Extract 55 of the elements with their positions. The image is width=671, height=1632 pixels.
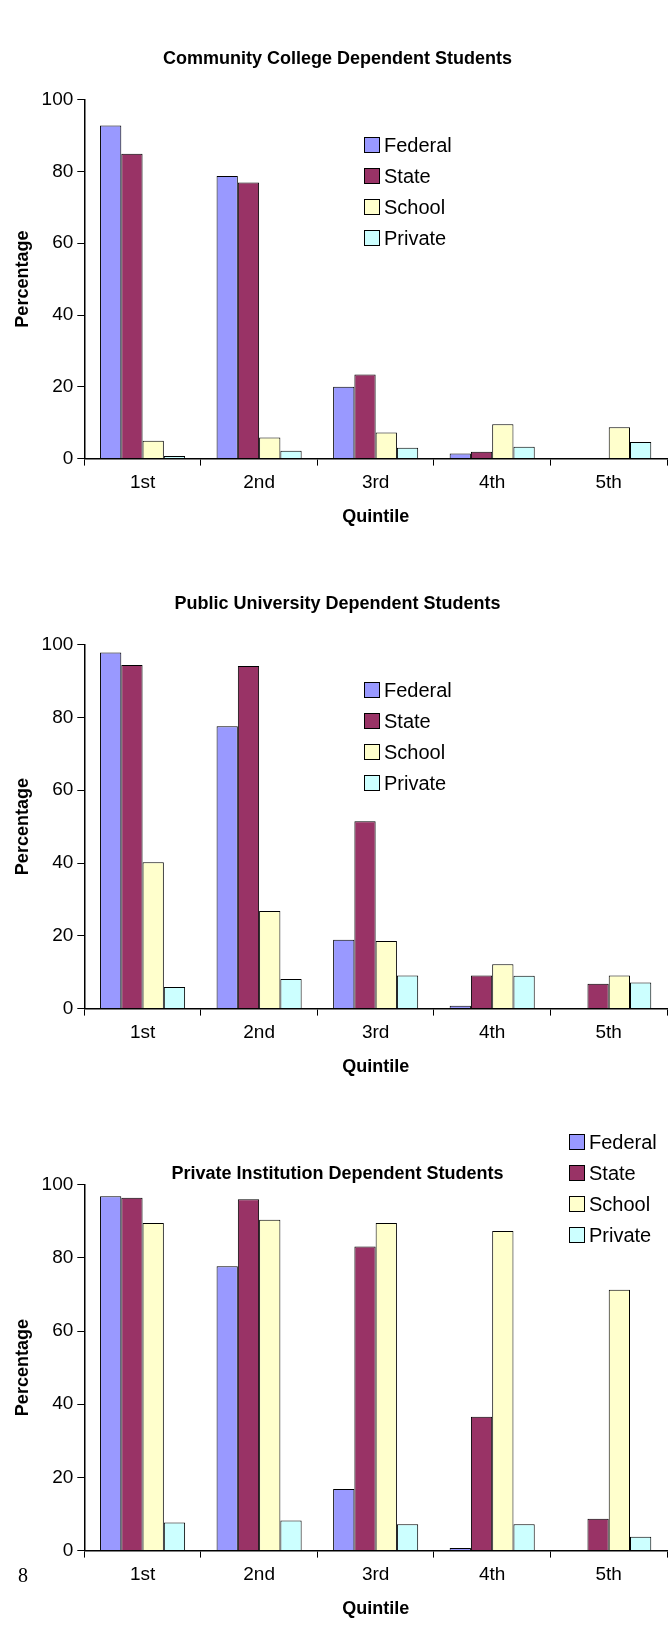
y-tick-label: 40 <box>52 303 74 325</box>
x-tick-label: 5th <box>595 1021 622 1043</box>
x-tick-label: 5th <box>595 471 622 493</box>
legend-label: Private <box>588 1222 653 1248</box>
x-tick-label: 2nd <box>243 471 275 493</box>
y-tick-label: 80 <box>52 705 74 727</box>
chart-title: Private Institution Dependent Students <box>171 1162 504 1183</box>
x-axis-title: Quintile <box>342 506 410 527</box>
y-tick-label: 0 <box>62 446 74 468</box>
y-axis-title: Percentage <box>11 230 32 328</box>
legend-label: School <box>588 1191 652 1217</box>
legend-label: State <box>588 1160 637 1186</box>
legend-label: School <box>383 739 447 765</box>
legend-label: Federal <box>383 132 452 158</box>
x-tick-label: 2nd <box>243 1563 275 1585</box>
text: 8 <box>18 1563 28 1586</box>
y-tick-label: 60 <box>52 231 74 253</box>
y-tick-label: 100 <box>41 1172 74 1194</box>
x-tick-label: 1st <box>129 1021 156 1043</box>
y-tick-label: 80 <box>52 1246 74 1268</box>
x-tick-label: 2nd <box>243 1021 275 1043</box>
x-axis-title: Quintile <box>342 1056 410 1077</box>
x-tick-label: 1st <box>129 1563 156 1585</box>
chart-title: Community College Dependent Students <box>162 47 513 68</box>
x-tick-label: 3rd <box>361 1563 390 1585</box>
x-tick-label: 1st <box>129 471 156 493</box>
legend-label: Private <box>383 770 448 796</box>
y-axis-title: Percentage <box>11 778 32 876</box>
y-tick-label: 100 <box>41 632 74 654</box>
y-tick-label: 80 <box>52 159 74 181</box>
y-tick-label: 100 <box>41 87 74 109</box>
y-tick-label: 0 <box>62 1538 74 1560</box>
y-tick-label: 40 <box>52 851 74 873</box>
y-tick-label: 20 <box>52 924 74 946</box>
y-tick-label: 40 <box>52 1392 74 1414</box>
x-axis-title: Quintile <box>342 1598 410 1619</box>
x-tick-label: 4th <box>478 1563 506 1585</box>
legend-label: Federal <box>383 677 452 703</box>
x-tick-label: 5th <box>595 1563 622 1585</box>
x-tick-label: 4th <box>478 471 506 493</box>
x-tick-label: 4th <box>478 1021 506 1043</box>
legend-label: School <box>383 194 447 220</box>
legend-label: State <box>383 163 432 189</box>
y-tick-label: 60 <box>52 778 74 800</box>
y-tick-label: 0 <box>62 996 74 1018</box>
y-tick-label: 20 <box>52 375 74 397</box>
y-tick-label: 60 <box>52 1319 74 1341</box>
legend-label: State <box>383 708 432 734</box>
y-tick-label: 20 <box>52 1465 74 1487</box>
legend-label: Federal <box>588 1129 657 1155</box>
x-tick-label: 3rd <box>361 1021 390 1043</box>
chart-title: Public University Dependent Students <box>174 592 501 613</box>
legend-label: Private <box>383 225 448 251</box>
x-tick-label: 3rd <box>361 471 390 493</box>
y-axis-title: Percentage <box>11 1319 32 1417</box>
